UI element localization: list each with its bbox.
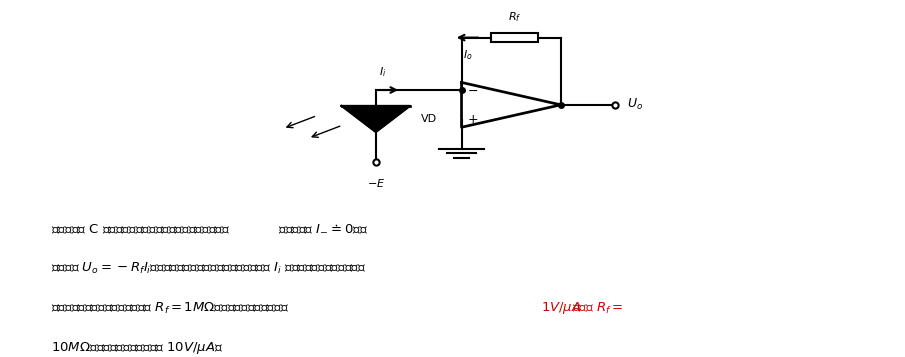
Text: $-E$: $-E$ [367, 177, 385, 189]
Text: $U_o$: $U_o$ [626, 97, 643, 112]
Text: $I_i$: $I_i$ [379, 65, 386, 79]
Text: $1V/\mu A$: $1V/\mu A$ [541, 300, 581, 316]
Text: ；如果 $R_f =$: ；如果 $R_f =$ [573, 301, 624, 316]
Polygon shape [341, 106, 410, 132]
Text: $I_o$: $I_o$ [462, 49, 472, 62]
Text: VD: VD [421, 114, 437, 124]
Text: $10M\Omega$，则变换电路的灵敏度为 $10V/\mu A$。: $10M\Omega$，则变换电路的灵敏度为 $10V/\mu A$。 [51, 340, 224, 356]
Text: $+$: $+$ [467, 113, 478, 126]
Text: $R_f$: $R_f$ [508, 11, 521, 25]
Text: $-$: $-$ [467, 84, 478, 96]
Text: 输出电压 $U_o = - R_f I_i$。运算放大器越接近理想条件，输入电流 $I_i$ 越接近全部流入反馈支路，: 输出电压 $U_o = - R_f I_i$。运算放大器越接近理想条件，输入电流… [51, 261, 367, 276]
Polygon shape [462, 82, 561, 127]
Text: 输出的精度也越高。如果反馈电阔 $R_f = 1M\Omega$，则变换电路的灵敏度为: 输出的精度也越高。如果反馈电阔 $R_f = 1M\Omega$，则变换电路的灵… [51, 301, 289, 316]
Text: 图中的电容 C 用来消除电路中可能产生的自激振荡。由图            可知，由于 $I_{-}\doteq 0$，故: 图中的电容 C 用来消除电路中可能产生的自激振荡。由图 可知，由于 $I_{-}… [51, 222, 368, 236]
FancyBboxPatch shape [491, 33, 538, 42]
